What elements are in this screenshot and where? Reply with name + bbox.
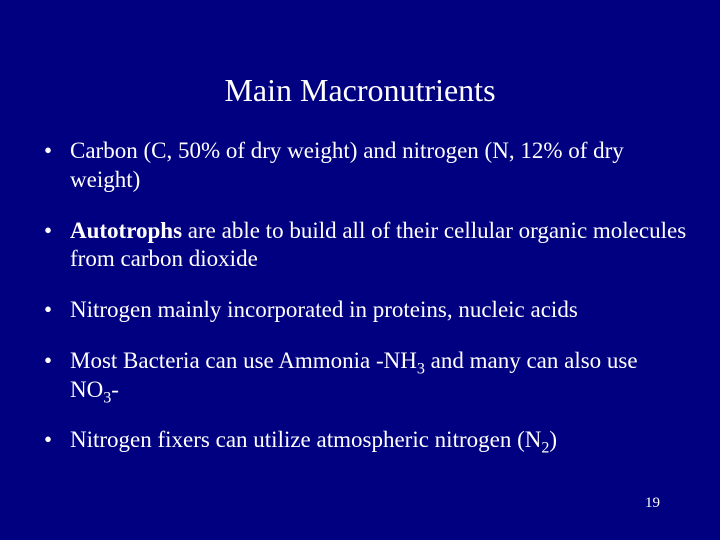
bullet-item: Carbon (C, 50% of dry weight) and nitrog… [32, 137, 688, 195]
page-number: 19 [645, 495, 660, 512]
bullet-list: Carbon (C, 50% of dry weight) and nitrog… [32, 137, 688, 455]
bullet-item: Autotrophs are able to build all of thei… [32, 217, 688, 275]
bullet-item: Nitrogen fixers can utilize atmospheric … [32, 426, 688, 455]
slide: Main Macronutrients Carbon (C, 50% of dr… [0, 0, 720, 540]
bullet-item: Nitrogen mainly incorporated in proteins… [32, 296, 688, 325]
slide-title: Main Macronutrients [32, 0, 688, 137]
bullet-item: Most Bacteria can use Ammonia -NH3 and m… [32, 347, 688, 405]
